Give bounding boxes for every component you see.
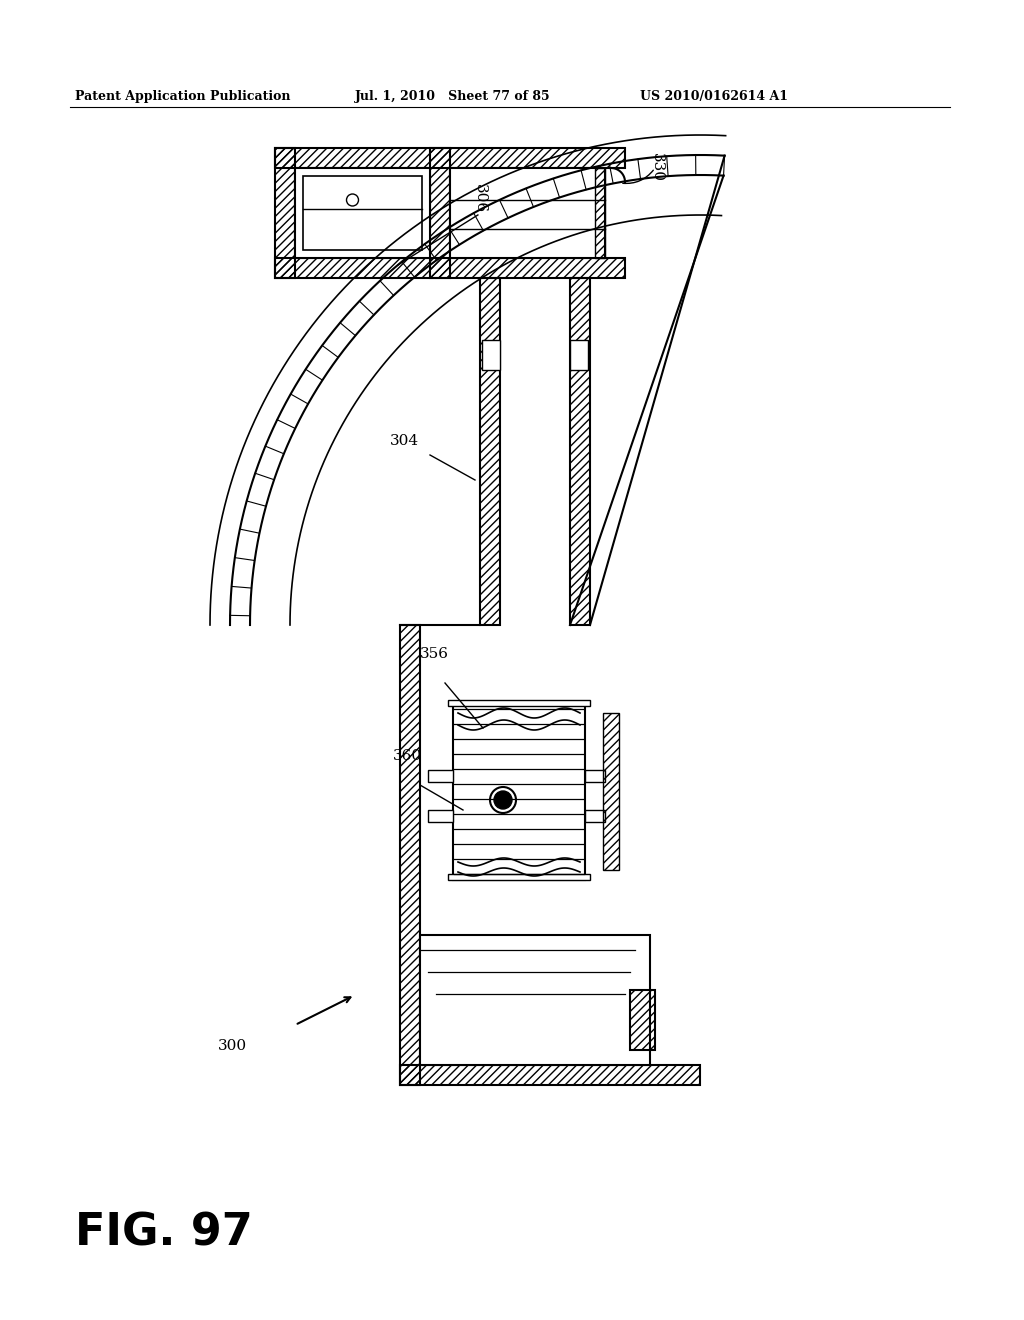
Bar	[603, 713, 618, 870]
Text: 330: 330	[650, 153, 664, 182]
Bar	[275, 148, 295, 279]
Bar	[449, 700, 590, 706]
Bar	[450, 168, 605, 257]
Text: 360: 360	[393, 748, 422, 763]
Bar	[630, 990, 655, 1049]
Text: 356: 356	[420, 647, 449, 661]
Text: Patent Application Publication: Patent Application Publication	[75, 90, 291, 103]
Bar	[400, 1065, 700, 1085]
Bar	[570, 341, 588, 370]
Bar	[428, 810, 453, 822]
Bar	[585, 770, 605, 781]
Text: US 2010/0162614 A1: US 2010/0162614 A1	[640, 90, 788, 103]
Bar	[428, 770, 453, 781]
Bar	[303, 176, 422, 249]
Text: FIG. 97: FIG. 97	[75, 1212, 253, 1255]
Bar	[275, 148, 625, 168]
Circle shape	[494, 791, 512, 809]
Text: 300: 300	[218, 1039, 247, 1053]
Bar	[482, 341, 500, 370]
Bar	[449, 874, 590, 880]
Bar	[295, 168, 430, 257]
Bar	[595, 168, 605, 257]
Bar	[275, 257, 625, 279]
Bar	[453, 704, 585, 880]
Bar	[400, 624, 420, 1085]
Bar	[480, 279, 500, 624]
Bar	[420, 935, 650, 1065]
Bar	[570, 279, 590, 624]
Text: 304: 304	[390, 434, 419, 447]
Bar	[430, 148, 450, 279]
Text: Jul. 1, 2010   Sheet 77 of 85: Jul. 1, 2010 Sheet 77 of 85	[355, 90, 551, 103]
Bar	[585, 810, 605, 822]
Text: 306: 306	[473, 183, 486, 213]
